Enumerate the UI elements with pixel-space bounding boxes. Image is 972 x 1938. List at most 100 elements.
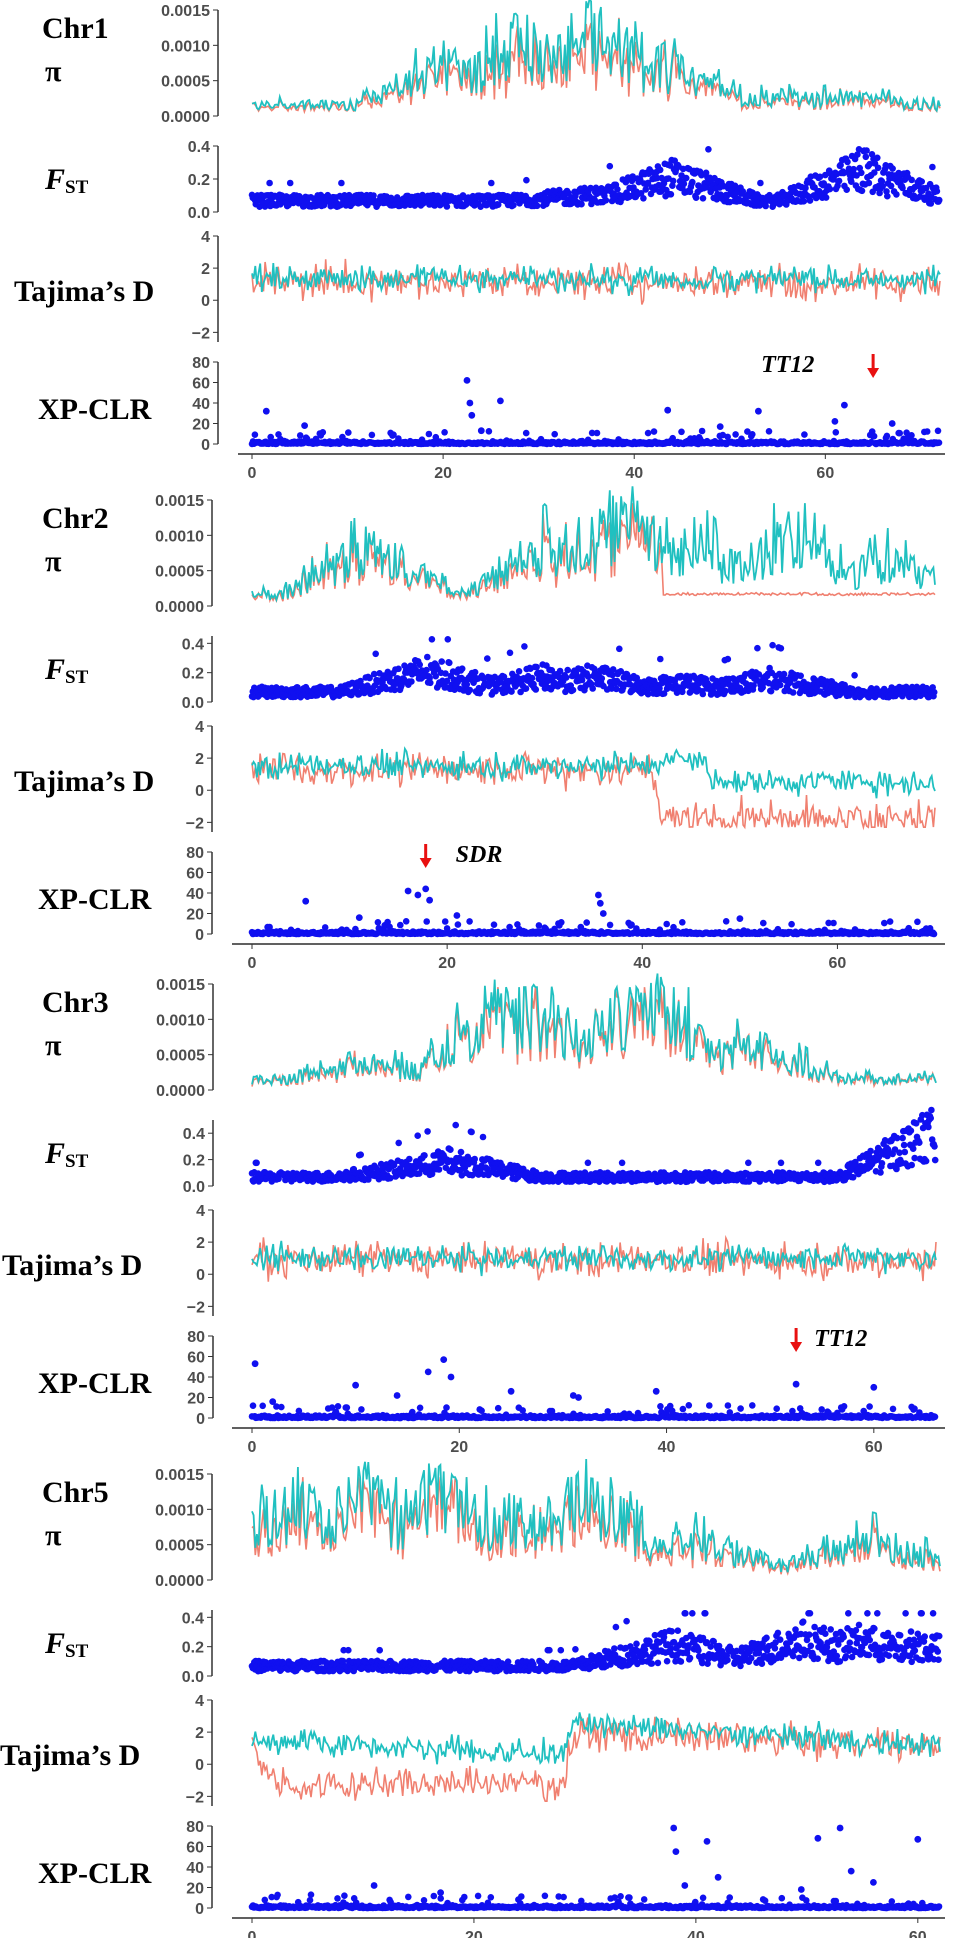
y-tick-label: −2 [192,325,210,342]
xpclr-peak-point [301,422,308,429]
fst-point [506,649,514,657]
xpclr-peak-point [755,407,762,415]
fst-point [616,645,623,653]
y-tick-label: 2 [196,1235,205,1252]
xpclr-point [644,429,652,437]
xpclr-peak-point [497,397,504,405]
x-tick-label: 0 [248,955,257,972]
xpclr-point [765,428,773,435]
y-tick-label: 40 [186,886,204,903]
chromosome-label: Chr2 [42,502,109,535]
fst-point [669,177,677,185]
fst-point [862,153,870,161]
tajima-series-pop2 [251,746,936,799]
y-tick-label: 0.0 [183,1179,205,1196]
fst-point [777,1159,785,1167]
fst-point [673,689,681,696]
fst-point [457,1148,465,1156]
y-tick-label: 40 [192,396,210,413]
xpclr-point [494,1404,502,1412]
xpclr-point [830,919,837,927]
fst-point [789,689,797,696]
xpclr-point [657,1403,664,1410]
xpclr-peak-point [463,377,471,384]
fst-point [916,1139,923,1146]
annotation-label: SDR [456,842,503,868]
xpclr-point [737,1405,744,1412]
fst-point [908,1161,915,1169]
xpclr-point [454,921,462,928]
fst-point [521,643,528,650]
fst-point [533,202,541,210]
y-tick-label: −2 [186,815,204,832]
fst-point [510,201,517,209]
y-tick-label: 0.0 [182,695,204,712]
fst-point [424,653,431,661]
xpclr-peak-point [888,420,896,427]
fst-point [587,184,594,192]
xpclr-point [259,1402,267,1410]
xpclr-point [402,918,410,925]
xpclr-point [506,923,513,931]
fst-point [656,685,663,692]
fst-point [485,682,493,690]
xpclr-point [593,429,601,437]
fst-point [500,673,508,681]
fst-point [428,636,436,643]
fst-point [578,200,585,208]
fst-point [877,1169,884,1176]
y-tick-label: 0 [195,927,204,944]
fst-point [618,1159,626,1167]
fst-point [865,179,873,187]
fst-point [822,194,830,201]
xpclr-peak-point [262,407,270,415]
fst-point [931,1143,938,1150]
y-tick-label: 60 [186,866,204,883]
xpclr-point [267,433,275,441]
fst-point [867,1147,874,1155]
xpclr-point [889,1405,897,1413]
xpclr-point [535,922,543,929]
y-tick-label: 0.0015 [156,977,205,994]
fst-point [874,154,881,162]
fst-point [564,666,571,674]
fst-point [863,147,870,154]
xpclr-point [339,433,346,441]
fst-point [858,169,865,177]
xpclr-point [319,429,327,436]
xpclr-peak-point [422,885,430,893]
y-tick-label: 0.0010 [161,38,210,55]
xpclr-point [266,923,273,931]
y-tick-label: 0 [201,293,210,310]
fst-point [532,686,540,693]
fst-point [609,671,616,679]
xpclr-point [749,431,756,438]
y-tick-label: 0 [196,1411,205,1428]
fst-point [528,674,536,682]
fst-point [253,1159,260,1167]
fst-point [909,1145,917,1152]
pi-label: π [45,1029,62,1062]
fst-label-sub: ST [65,667,89,688]
xpclr-point [551,430,558,438]
xpclr-point [903,429,910,437]
x-tick-label: 0 [248,465,257,482]
fst-point [739,188,747,195]
fst-point [466,686,474,694]
annotation-arrowhead [867,368,880,378]
xpclr-point [466,918,473,925]
xpclr-point [883,432,891,440]
fst-point [548,667,556,674]
fst-point [463,681,471,688]
y-tick-label: 4 [195,719,204,736]
fst-point [858,187,866,195]
fst-point [523,176,530,184]
fst-point [786,679,794,686]
y-tick-label: 0.2 [188,172,210,189]
xpclr-point [832,429,840,436]
fst-point [889,165,896,172]
